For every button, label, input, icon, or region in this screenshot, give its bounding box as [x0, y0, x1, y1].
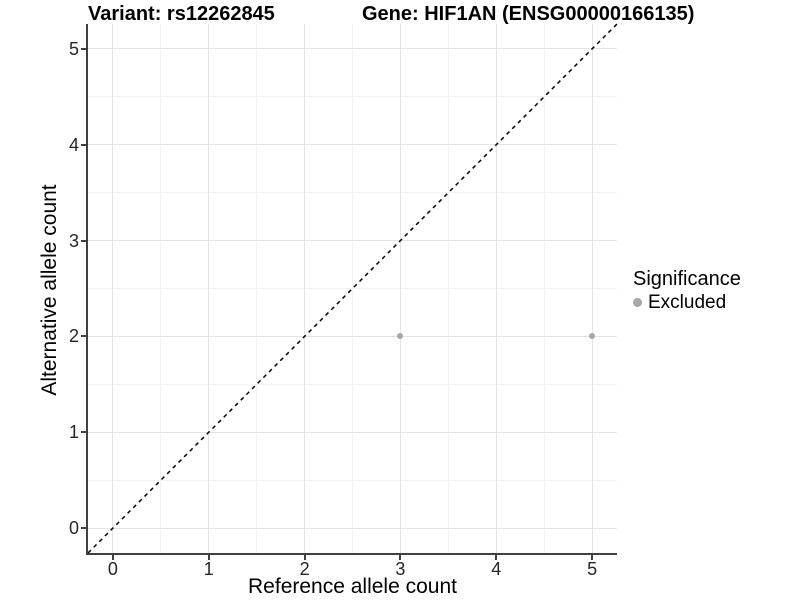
- x-tick-mark: [399, 555, 402, 560]
- minor-gridline-horizontal: [88, 96, 617, 98]
- x-tick-label: 1: [203, 559, 214, 579]
- plot-title-gene: Gene: HIF1AN (ENSG00000166135): [362, 3, 695, 25]
- y-tick-label: 5: [68, 38, 79, 59]
- y-tick-label: 4: [68, 134, 79, 155]
- x-tick-mark: [591, 555, 594, 560]
- x-tick-mark: [111, 555, 114, 560]
- major-gridline-horizontal: [88, 240, 617, 242]
- legend: Significance Excluded: [633, 268, 741, 313]
- minor-gridline-vertical: [543, 24, 545, 553]
- plot-title-variant: Variant: rs12262845: [88, 3, 275, 25]
- data-point: [397, 333, 404, 340]
- major-gridline-horizontal: [88, 527, 617, 529]
- major-gridline-horizontal: [88, 335, 617, 337]
- data-point: [589, 333, 596, 340]
- y-tick-label: 0: [68, 518, 79, 539]
- y-tick-mark: [81, 335, 86, 338]
- x-tick-mark: [495, 555, 498, 560]
- legend-key-dot-icon: [633, 298, 642, 307]
- major-gridline-vertical: [495, 24, 497, 553]
- major-gridline-horizontal: [88, 144, 617, 146]
- x-tick-label: 3: [395, 559, 406, 579]
- minor-gridline-horizontal: [88, 288, 617, 289]
- x-tick-label: 2: [299, 559, 310, 579]
- legend-item-excluded: Excluded: [633, 292, 741, 313]
- major-gridline-vertical: [304, 24, 306, 553]
- y-tick-mark: [81, 431, 86, 434]
- minor-gridline-vertical: [447, 24, 449, 553]
- legend-title: Significance: [633, 268, 741, 290]
- y-tick-label: 1: [68, 422, 79, 443]
- y-tick-mark: [81, 239, 86, 242]
- legend-item-label: Excluded: [648, 292, 727, 313]
- major-gridline-vertical: [591, 24, 593, 553]
- major-gridline-horizontal: [88, 48, 617, 50]
- major-gridline-horizontal: [88, 431, 617, 433]
- major-gridline-vertical: [399, 24, 401, 553]
- x-tick-mark: [303, 555, 306, 560]
- x-tick-label: 0: [107, 559, 118, 579]
- y-tick-mark: [81, 143, 86, 146]
- identity-dashed-line: [87, 23, 618, 554]
- minor-gridline-horizontal: [88, 192, 617, 194]
- plot-panel: [87, 23, 618, 554]
- y-tick-mark: [81, 47, 86, 50]
- x-tick-mark: [207, 555, 210, 560]
- y-tick-mark: [81, 527, 86, 530]
- y-axis-title: Alternative allele count: [38, 184, 61, 396]
- x-tick-label: 5: [587, 559, 598, 579]
- major-gridline-vertical: [112, 24, 114, 553]
- y-tick-label: 3: [68, 230, 79, 251]
- y-axis-line: [86, 24, 88, 555]
- x-axis-line: [86, 553, 617, 555]
- y-tick-label: 2: [68, 326, 79, 347]
- x-tick-label: 4: [491, 559, 502, 579]
- x-axis-title: Reference allele count: [248, 575, 457, 598]
- major-gridline-vertical: [208, 24, 210, 553]
